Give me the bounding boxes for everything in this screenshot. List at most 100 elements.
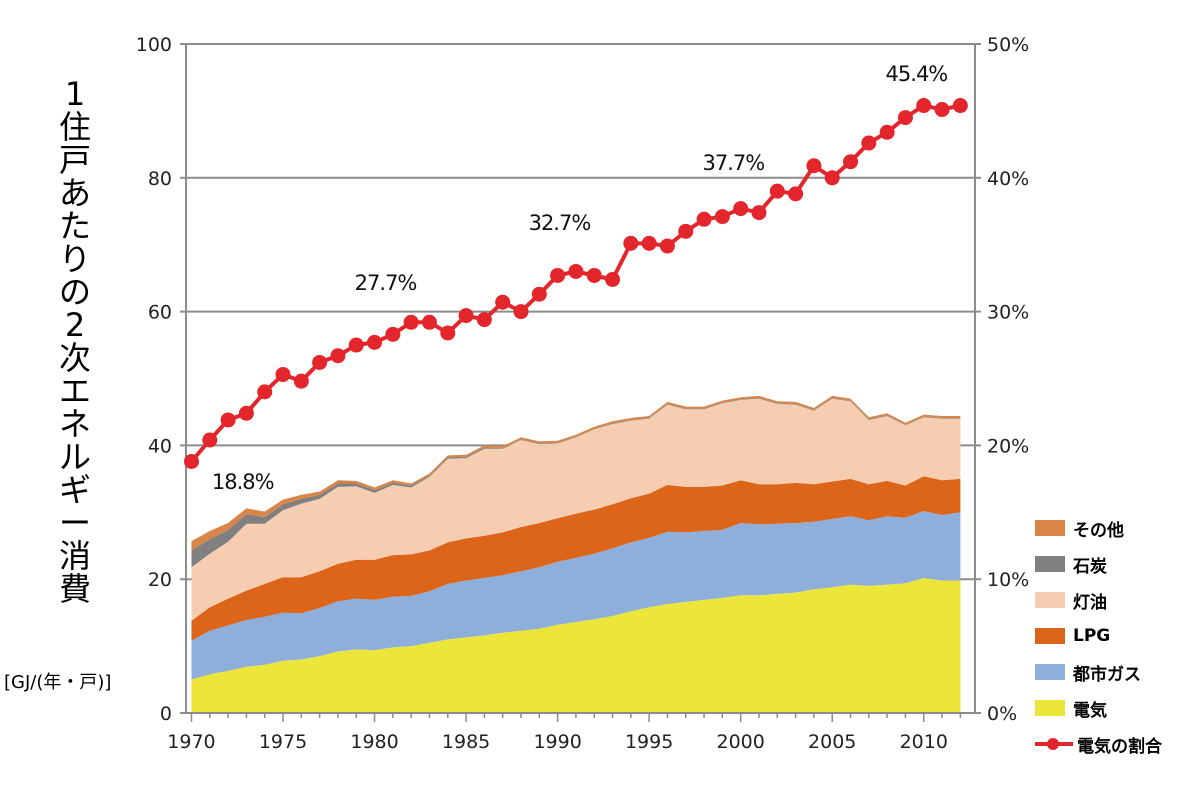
- area-series: [191, 398, 961, 621]
- right-tick-label: 50%: [987, 34, 1029, 56]
- share-point: [934, 102, 950, 118]
- share-point: [275, 366, 291, 382]
- area-series: [191, 511, 961, 680]
- share-point: [714, 209, 730, 225]
- percent-annotation: 32.7%: [529, 211, 591, 235]
- y-axis-title-char: 費: [58, 570, 91, 608]
- y-axis-title-char: 2: [64, 306, 86, 344]
- share-point: [495, 294, 511, 310]
- share-point: [238, 405, 254, 421]
- share-point: [458, 308, 474, 324]
- share-point: [513, 304, 529, 320]
- y-axis-unit: [GJ/(年・戸)]: [4, 672, 112, 693]
- x-tick-label: 1970: [167, 731, 215, 753]
- y-axis-title-char: の: [58, 273, 91, 311]
- percent-annotation: 27.7%: [355, 271, 417, 295]
- legend-label: 都市ガス: [1073, 664, 1141, 685]
- legend-swatch: [1035, 628, 1065, 644]
- y-axis-title-char: ネ: [58, 405, 91, 443]
- share-point: [824, 170, 840, 186]
- share-point: [897, 110, 913, 126]
- share-point: [257, 384, 273, 400]
- share-point: [385, 326, 401, 342]
- share-point: [696, 211, 712, 227]
- percent-annotation: 18.8%: [212, 470, 274, 494]
- share-point: [568, 263, 584, 279]
- left-tick-label: 20: [148, 569, 172, 591]
- share-point: [733, 201, 749, 217]
- share-point: [623, 235, 639, 251]
- share-point: [678, 223, 694, 239]
- share-point: [476, 312, 492, 328]
- share-point: [641, 235, 657, 251]
- x-tick-label: 1990: [533, 731, 581, 753]
- legend-item: 都市ガス: [1035, 654, 1162, 690]
- legend-item: その他: [1035, 510, 1162, 546]
- y-axis-title-char: ギ: [58, 471, 91, 509]
- legend-item: 灯油: [1035, 582, 1162, 618]
- x-tick-label: 2000: [717, 731, 765, 753]
- left-tick-label: 100: [136, 34, 172, 56]
- share-point: [952, 98, 968, 114]
- area-series: [191, 476, 961, 641]
- x-tick-label: 1985: [442, 731, 490, 753]
- share-point: [916, 98, 932, 114]
- x-tick-label: 1980: [350, 731, 398, 753]
- right-tick-label: 10%: [987, 569, 1029, 591]
- share-point: [769, 183, 785, 199]
- share-point: [843, 154, 859, 170]
- stacked-areas: [191, 395, 961, 713]
- legend-item: LPG: [1035, 618, 1162, 654]
- share-point: [421, 314, 437, 330]
- legend-label: 灯油: [1073, 592, 1107, 613]
- y-axis-title-char: た: [58, 207, 91, 245]
- legend-swatch: [1035, 520, 1065, 536]
- y-axis-title-char: り: [58, 240, 91, 278]
- legend-swatch: [1035, 556, 1065, 572]
- share-point: [659, 238, 675, 254]
- percent-annotation: 45.4%: [886, 62, 948, 86]
- y-axis-title-char: 住: [58, 108, 91, 146]
- x-tick-label: 1995: [625, 731, 673, 753]
- share-point: [202, 432, 218, 448]
- legend-swatch: [1035, 592, 1065, 608]
- share-point: [183, 453, 199, 469]
- share-point: [751, 205, 767, 221]
- share-point: [806, 158, 822, 174]
- share-point: [348, 337, 364, 353]
- legend-swatch: [1035, 700, 1065, 716]
- legend-item: 電気: [1035, 690, 1162, 726]
- legend-label: 電気: [1073, 700, 1107, 721]
- share-point: [605, 271, 621, 287]
- electricity-share-line: [183, 98, 968, 469]
- annotations: 18.8% 27.7% 32.7% 37.7% 45.4%: [212, 62, 948, 494]
- y-axis-title-char: ー: [58, 504, 91, 542]
- percent-annotation: 37.7%: [702, 151, 764, 175]
- share-point: [440, 325, 456, 341]
- legend-item: 電気の割合: [1035, 726, 1162, 762]
- area-series: [191, 577, 961, 713]
- right-tick-label: 30%: [987, 302, 1029, 324]
- legend-label: その他: [1073, 520, 1124, 541]
- share-point: [330, 348, 346, 364]
- share-point: [312, 354, 328, 370]
- left-tick-label: 0: [160, 703, 172, 725]
- x-tick-label: 1975: [259, 731, 307, 753]
- share-point: [367, 334, 383, 350]
- legend: その他石炭灯油 LPG 都市ガス電気電気の割合: [1035, 510, 1162, 762]
- x-tick-label: 2010: [900, 731, 948, 753]
- y-axis-title-char: 消: [58, 537, 91, 575]
- y-axis-title-char: 次: [58, 339, 91, 377]
- legend-label: LPG: [1073, 626, 1111, 646]
- left-tick-label: 80: [148, 168, 172, 190]
- y-axis-title-char: エ: [58, 372, 91, 410]
- legend-swatch: [1035, 664, 1065, 680]
- right-tick-label: 40%: [987, 168, 1029, 190]
- left-tick-label: 40: [148, 435, 172, 457]
- legend-item: 石炭: [1035, 546, 1162, 582]
- y-axis-title-char: 1: [64, 75, 86, 113]
- y-axis-title-char: ル: [58, 438, 91, 476]
- left-tick-label: 60: [148, 302, 172, 324]
- y-axis-title-char: あ: [58, 174, 91, 212]
